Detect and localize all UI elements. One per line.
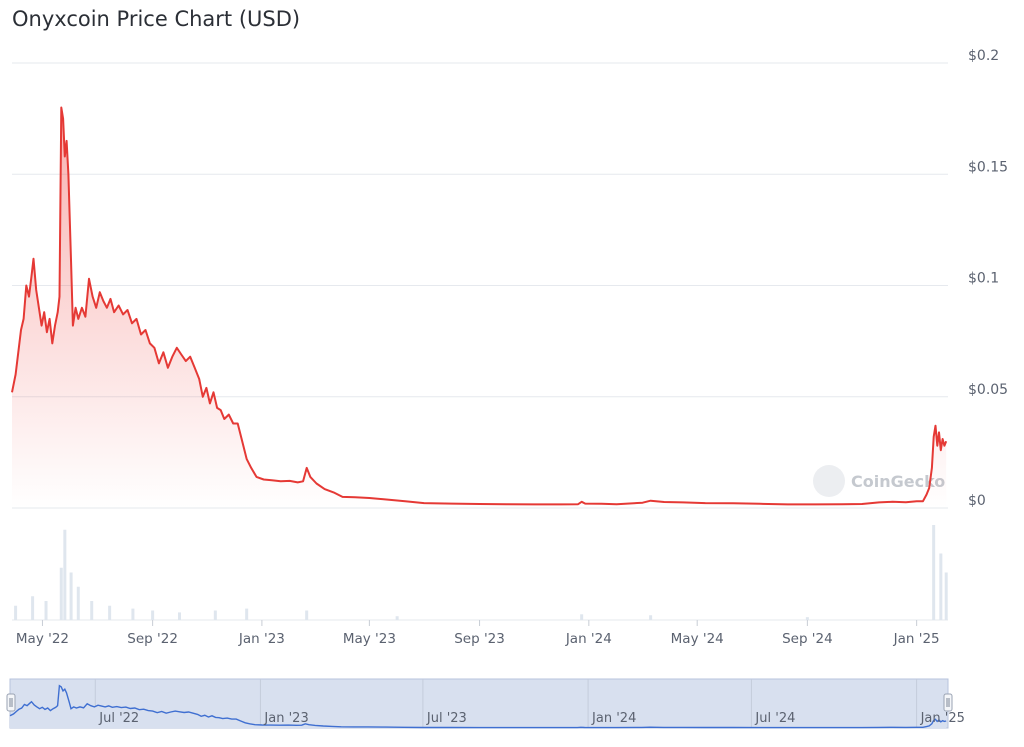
x-tick-label: May '24 [671,631,724,647]
navigator-tick-label: Jul '22 [98,711,139,726]
navigator-tick-label: Jul '23 [426,711,467,726]
volume-bar [939,553,943,620]
volume-bar [151,610,155,620]
x-tick-label: Sep '22 [127,631,178,647]
volume-bar [59,567,63,620]
volume-bar [649,615,653,620]
volume-bar [245,608,249,620]
x-tick-label: Jan '24 [565,631,612,647]
volume-bar [69,572,73,620]
volume-bar [213,610,217,620]
x-tick-label: Jan '25 [893,631,940,647]
y-tick-label: $0.05 [968,382,1008,398]
x-tick-label: May '22 [16,631,69,647]
price-line[interactable] [11,106,948,506]
y-tick-label: $0.2 [968,48,999,64]
volume-bar [944,572,948,620]
chart-title: Onyxcoin Price Chart (USD) [12,7,301,31]
x-axis: May '22 Sep '22 Jan '23 May '23 Sep '23 Jan '… [16,620,940,647]
volume-bar [305,610,309,620]
volume-bar [177,612,181,620]
volume-bars [14,525,948,620]
volume-bar [76,586,80,620]
y-tick-label: $0 [968,493,986,509]
navigator-left-handle[interactable] [6,693,16,712]
y-tick-label: $0.15 [968,159,1008,175]
x-tick-label: Sep '24 [782,631,833,647]
navigator-tick-label: Jan '25 [920,711,965,726]
navigator-tick-label: Jan '23 [263,711,308,726]
x-tick-label: Jan '23 [238,631,285,647]
volume-bar [90,601,94,620]
x-tick-label: Sep '23 [454,631,505,647]
volume-bar [108,605,112,620]
volume-bar [131,608,135,620]
y-axis: $0.2 $0.15 $0.1 $0.05 $0 [968,48,1008,509]
navigator-tick-label: Jan '24 [591,711,636,726]
navigator-line [9,684,947,729]
volume-bar [44,601,48,620]
price-area [12,107,947,508]
navigator-x-axis: Jul '22 Jan '23 Jul '23 Jan '24 Jul '24 Jan '… [98,711,965,726]
navigator[interactable]: Jul '22 Jan '23 Jul '23 Jan '24 Jul '24 Jan '… [6,678,965,729]
watermark-text: CoinGecko [851,472,945,491]
y-tick-label: $0.1 [968,271,999,287]
volume-bar [932,525,936,620]
volume-bar [805,617,809,620]
x-tick-label: May '23 [343,631,396,647]
gecko-logo-icon [813,465,845,497]
grid-lines [12,62,948,621]
navigator-tick-label: Jul '24 [754,711,795,726]
volume-bar [31,596,35,620]
navigator-area [10,685,947,728]
volume-bar [395,616,399,620]
navigator-right-handle[interactable] [943,693,953,712]
coingecko-watermark: CoinGecko [813,465,945,497]
volume-bar [14,605,18,620]
volume-bar [580,614,584,620]
volume-bar [63,529,67,620]
